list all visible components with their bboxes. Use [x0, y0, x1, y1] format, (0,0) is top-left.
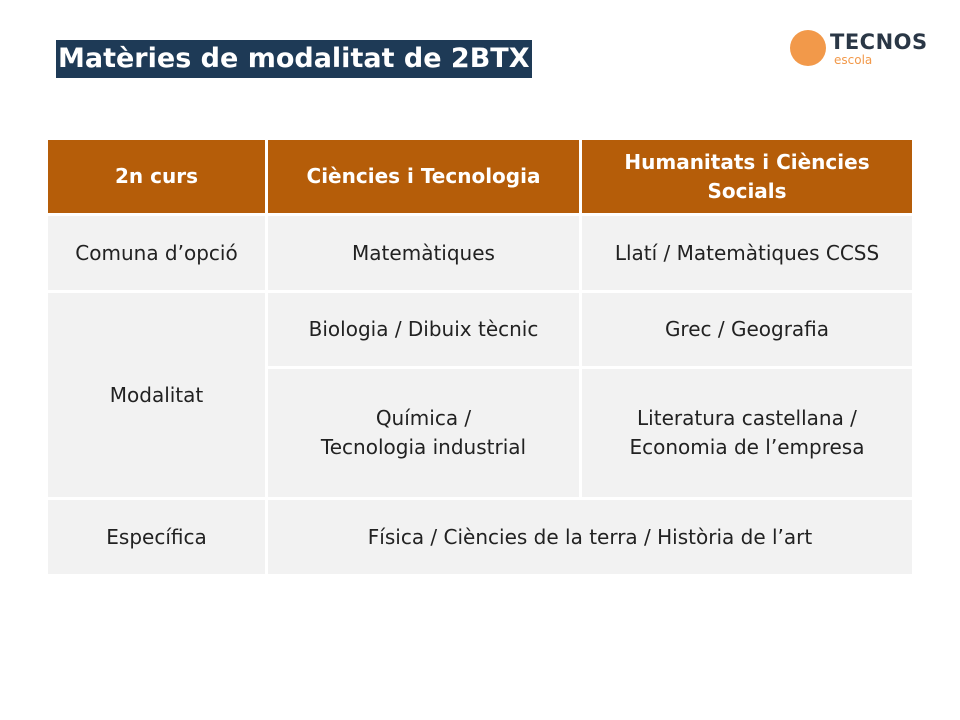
table-cell: Grec / Geografia: [582, 293, 912, 366]
column-header: Humanitats i Ciències Socials: [582, 140, 912, 213]
slide-title: Matèries de modalitat de 2BTX: [56, 40, 532, 78]
table-cell: Comuna d’opció: [48, 216, 265, 290]
table-cell: Llatí / Matemàtiques CCSS: [582, 216, 912, 290]
logo-name: TECNOS: [830, 30, 928, 54]
table-cell: Física / Ciències de la terra / Història…: [268, 500, 912, 574]
table-cell: Matemàtiques: [268, 216, 579, 290]
table-cell: Modalitat: [48, 293, 265, 497]
table-cell: Literatura castellana / Economia de l’em…: [582, 369, 912, 497]
table-cell: Específica: [48, 500, 265, 574]
column-header: 2n curs: [48, 140, 265, 213]
table-cell: Química / Tecnologia industrial: [268, 369, 579, 497]
table: 2n curs Ciències i Tecnologia Humanitats…: [48, 140, 912, 574]
table-cell: Biologia / Dibuix tècnic: [268, 293, 579, 366]
column-header: Ciències i Tecnologia: [268, 140, 579, 213]
logo-icon: [790, 30, 826, 66]
logo-subtitle: escola: [834, 53, 873, 67]
